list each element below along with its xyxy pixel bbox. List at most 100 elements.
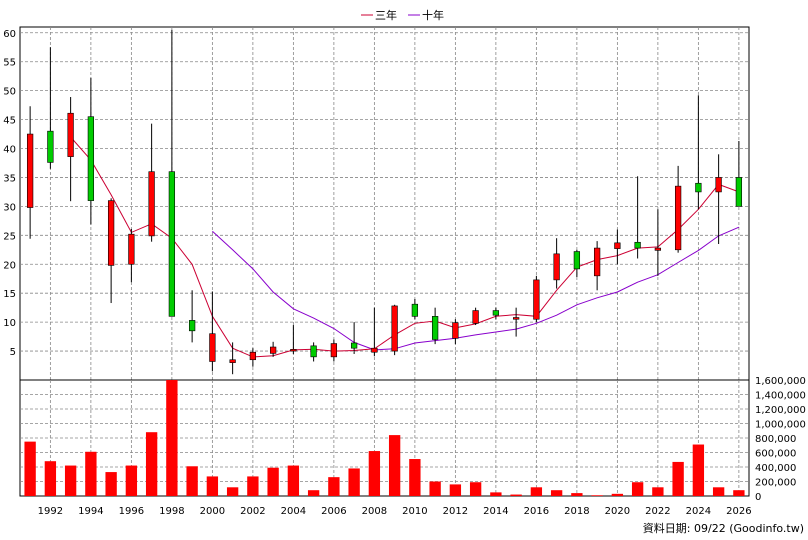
candle-body [391,305,398,352]
volume-bar [166,380,178,496]
volume-bar [611,493,624,496]
volume-bar [64,465,77,496]
candle-body [593,247,601,277]
volume-bar [510,494,522,496]
volume-bar [571,493,583,496]
x-tick-label: 2018 [564,506,589,517]
candle-body [674,185,682,251]
volume-tick-label: 1,200,000 [755,405,806,416]
candle-body [330,343,338,358]
candle-body [310,345,317,358]
price-tick-label: 60 [3,29,16,40]
ma-10yr-line [212,226,740,351]
volume-bar [186,466,198,496]
candle-body [26,133,34,208]
x-tick-label: 2016 [524,506,549,517]
volume-tick-label: 600,000 [755,449,796,460]
price-tick-label: 45 [3,116,16,127]
price-tick-label: 25 [3,231,16,242]
price-plot-frame [19,26,750,381]
volume-bar [85,451,97,496]
volume-tick-label: 400,000 [755,463,796,474]
x-tick-label: 2020 [605,506,630,517]
volume-tick-label: 1,600,000 [755,376,806,387]
volume-bar [125,465,138,496]
price-tick-label: 55 [3,58,16,69]
x-tick-label: 2006 [321,506,346,517]
volume-panel: 0 200,000 400,000 600,000 800,000 1,000,000 1,… [19,376,806,503]
x-tick-label: 2012 [443,506,468,517]
candle-body [431,316,439,340]
candle-body [512,317,520,320]
candle-body [715,177,722,193]
price-tick-label: 30 [3,202,16,213]
x-tick-label: 2022 [645,506,670,517]
price-tick-label: 35 [3,173,16,184]
volume-bar [145,432,158,496]
volume-bar [550,490,563,496]
candle-body [148,171,155,237]
candle-body [654,247,662,251]
price-tick-label: 10 [3,318,16,329]
candle-body [269,346,277,354]
legend-label-3yr: 三年 [375,8,397,22]
volume-bar [469,482,482,496]
x-tick-label: 1992 [38,506,63,517]
candle-body [533,279,540,320]
candle-body [47,130,54,163]
volume-tick-label: 0 [755,492,761,503]
candle-body [634,241,641,249]
candle-body [229,359,236,363]
volume-bar [652,487,664,496]
x-tick-label: 2004 [281,506,306,517]
candle-body [614,242,621,249]
candle-body [188,320,196,332]
ma-3yr-line [70,136,740,358]
volume-bar [267,467,279,496]
candle-body [452,322,459,339]
x-tick-label: 2010 [402,506,427,517]
candle-body [472,310,479,324]
price-tick-label: 50 [3,87,16,98]
candle-body [371,347,378,353]
volume-bar [490,492,502,496]
x-axis: 1992 1994 1996 1998 2000 2002 2004 2006 2008 2010… [38,506,752,517]
x-tick-label: 2008 [362,506,387,517]
chart-legend: 三年 十年 [361,8,444,22]
source-note: 資料日期: 09/22 (Goodinfo.tw) [643,521,804,535]
volume-tick-label: 1,000,000 [755,420,806,431]
candle-body [492,310,500,316]
x-tick-label: 1996 [119,506,144,517]
candle-body [350,342,358,349]
candle-body [411,303,419,317]
candle-body [573,251,581,270]
volume-bar [247,476,259,496]
volume-tick-label: 800,000 [755,434,796,445]
price-tick-label: 5 [10,347,16,358]
price-panel: 5 10 15 20 25 30 35 40 45 50 55 60 [3,26,750,381]
volume-bar [368,451,381,496]
volume-bar [712,487,725,496]
volume-bar [206,476,219,496]
candle-body [290,349,297,352]
x-tick-label: 2024 [686,506,711,517]
volume-bar [449,484,462,496]
volume-bar [429,481,441,496]
volume-bar [733,490,745,496]
volume-tick-label: 1,400,000 [755,391,806,402]
candle-body [695,182,702,193]
candle-body [128,233,135,265]
x-tick-label: 1998 [159,506,184,517]
x-tick-label: 2000 [200,506,225,517]
volume-bar [388,435,401,496]
legend-label-10yr: 十年 [422,8,444,22]
x-tick-label: 2026 [726,506,751,517]
candle-body [735,177,743,207]
volume-bar [44,461,57,496]
volume-bar [409,459,421,496]
volume-bar [348,468,360,496]
volume-bar [24,441,36,496]
candle-body [553,253,560,281]
volume-bar [105,472,117,496]
